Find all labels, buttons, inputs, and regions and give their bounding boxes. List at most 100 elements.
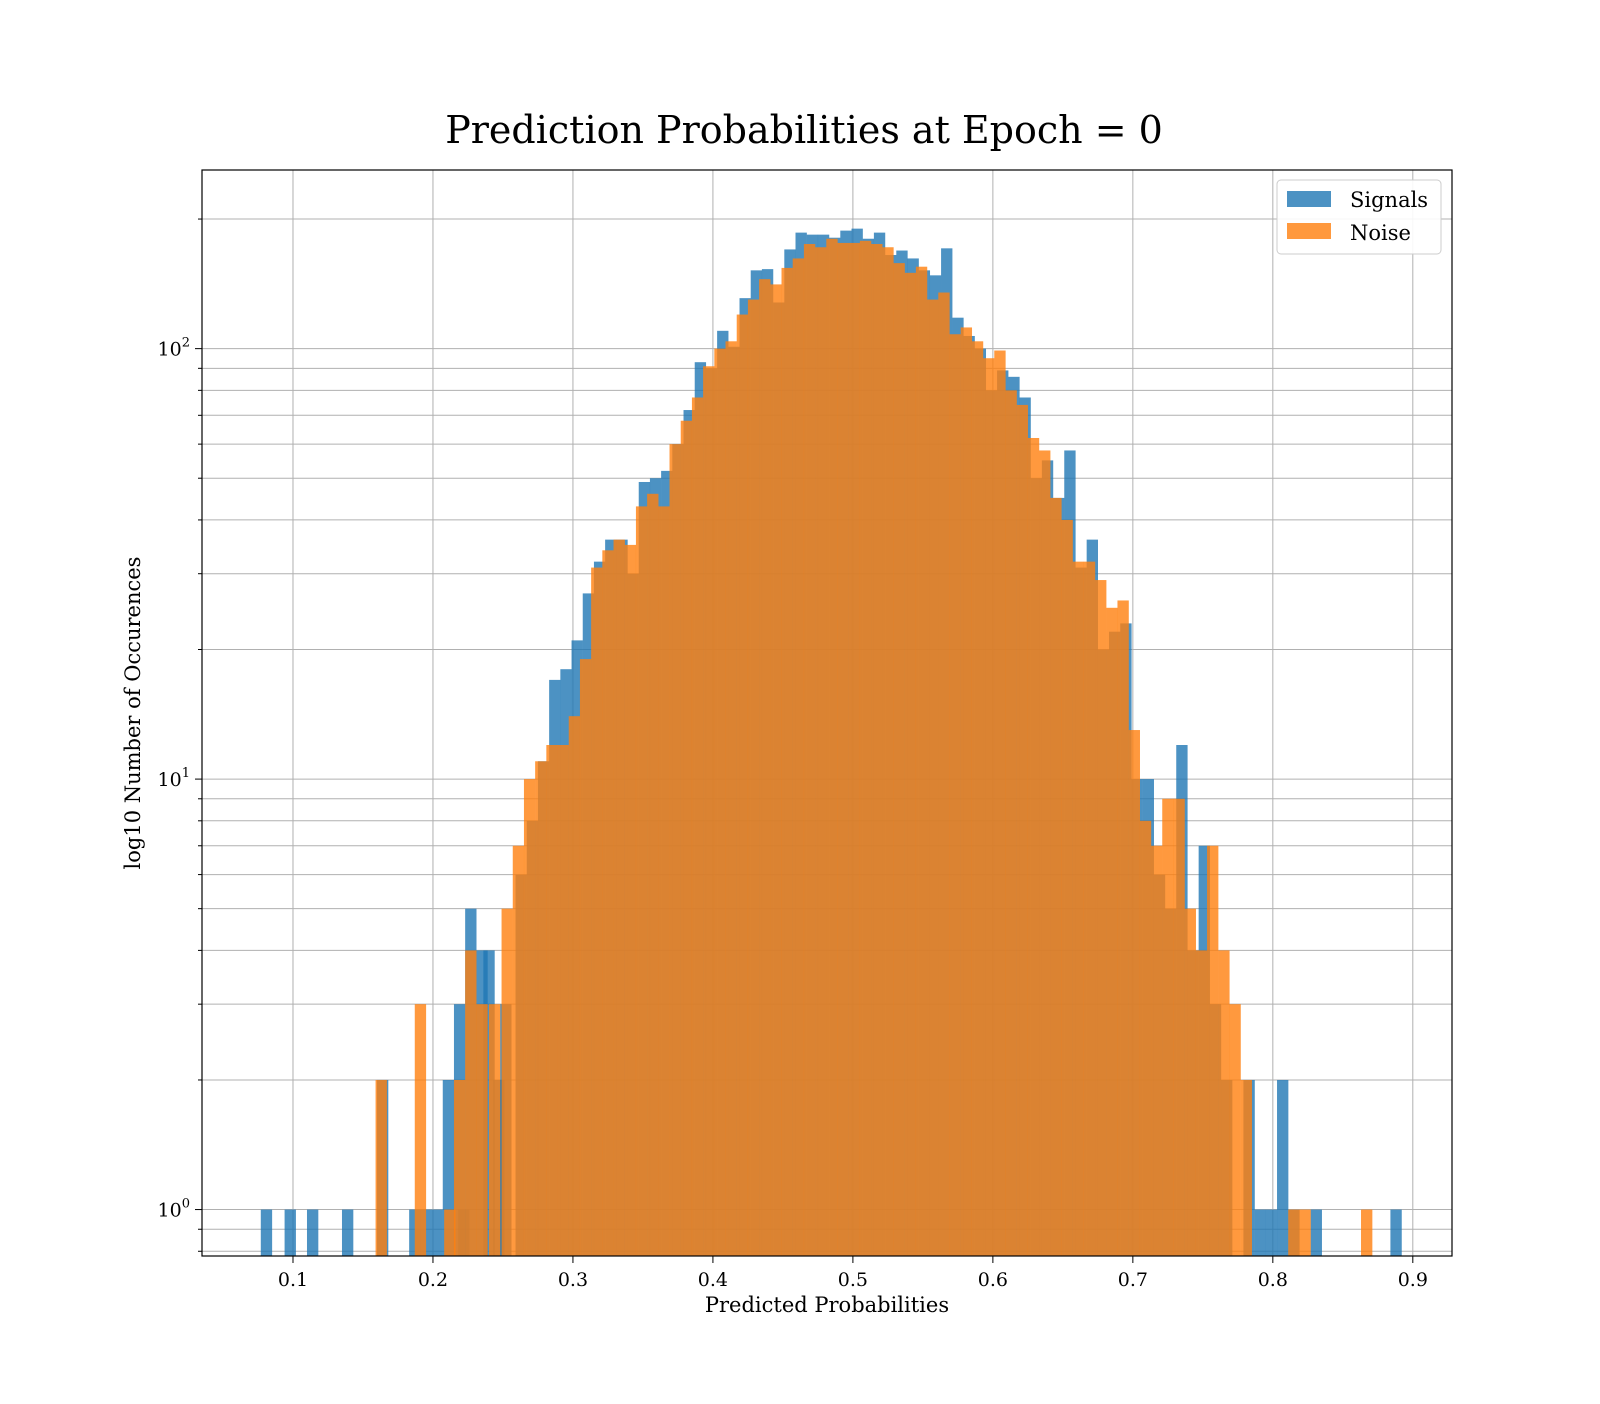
bar-noise [803, 244, 816, 1257]
bar-noise [915, 266, 928, 1256]
bar-noise [1229, 1004, 1241, 1256]
bar-noise [1139, 820, 1152, 1256]
bar-noise [1195, 950, 1208, 1256]
x-tick-label: 0.4 [698, 1269, 728, 1291]
bar-noise [781, 267, 793, 1256]
bar-noise [691, 397, 704, 1256]
bar-noise [759, 279, 771, 1256]
bar-noise [453, 1079, 466, 1256]
bar-noise [1184, 908, 1196, 1256]
bar-noise [770, 284, 782, 1256]
bar-noise [714, 348, 726, 1256]
bar-noise [960, 327, 973, 1257]
bar-noise [848, 242, 861, 1256]
x-tick-label: 0.5 [838, 1269, 868, 1291]
bar-signals [306, 1209, 319, 1256]
bar-noise [826, 238, 838, 1256]
bar-noise [535, 761, 547, 1256]
bar-noise [579, 659, 592, 1256]
bar-noise [647, 493, 659, 1256]
bar-noise [1240, 1079, 1252, 1256]
bar-signals [260, 1209, 273, 1256]
bar-noise [1207, 845, 1219, 1256]
x-tick-label: 0.3 [558, 1269, 588, 1291]
legend: Signals Noise [1276, 179, 1442, 255]
bar-noise [703, 366, 715, 1257]
bar-noise [837, 242, 849, 1256]
bar-noise [904, 272, 917, 1256]
bar-signals [284, 1209, 296, 1256]
bar-noise [1072, 561, 1084, 1256]
x-tick-label: 0.9 [1398, 1269, 1428, 1291]
y-tick-label: 100 [158, 1197, 190, 1222]
bar-noise [546, 745, 558, 1256]
bar-noise [557, 745, 569, 1256]
bar-noise [1151, 845, 1163, 1256]
y-tick-label: 102 [158, 336, 190, 361]
bar-signals [1390, 1209, 1402, 1256]
bar-noise [1005, 390, 1017, 1256]
bar-noise [1162, 798, 1174, 1256]
bar-noise [971, 341, 984, 1257]
bar-noise [568, 716, 581, 1256]
bar-noise [375, 1079, 387, 1256]
bar-noise [747, 299, 760, 1257]
bar-noise [871, 244, 883, 1257]
bar-signals [1310, 1209, 1322, 1256]
bar-noise [501, 908, 513, 1256]
x-tick-label: 0.1 [278, 1269, 308, 1291]
bar-noise [1083, 561, 1096, 1256]
bar-noise [635, 506, 648, 1256]
x-tick-label: 0.7 [1118, 1269, 1148, 1291]
bar-noise [602, 550, 614, 1256]
bar-noise [444, 1209, 456, 1256]
y-tick-label: 101 [158, 766, 190, 791]
bar-noise [1173, 798, 1185, 1256]
bar-noise [1106, 607, 1118, 1256]
bar-noise [523, 779, 536, 1256]
bar-noise [1299, 1209, 1311, 1256]
bar-noise [938, 292, 950, 1256]
bar-noise [1050, 497, 1062, 1256]
bar-noise [859, 240, 872, 1256]
x-tick-label: 0.8 [1258, 1269, 1288, 1291]
bar-noise [736, 314, 749, 1256]
legend-label-noise: Noise [1350, 221, 1411, 245]
bar-noise [1061, 519, 1073, 1256]
bar-signals [431, 1209, 443, 1256]
legend-label-signals: Signals [1350, 188, 1428, 212]
bar-noise [476, 1004, 488, 1256]
bar-noise [1039, 450, 1051, 1257]
bar-noise [465, 950, 477, 1256]
bar-noise [613, 539, 625, 1256]
bar-noise [1117, 600, 1129, 1256]
bar-noise [680, 420, 693, 1256]
bar-noise [1095, 580, 1107, 1256]
bar-noise [512, 845, 525, 1256]
bar-noise [669, 444, 681, 1257]
bar-noise [983, 358, 995, 1256]
bar-noise [414, 1004, 427, 1256]
bar-noise [591, 567, 603, 1256]
bar-noise [882, 247, 894, 1257]
bar-noise [1288, 1209, 1300, 1256]
x-tick-label: 0.6 [978, 1269, 1008, 1291]
bar-noise [658, 506, 670, 1256]
bar-noise [792, 258, 805, 1256]
legend-swatch-signals [1287, 191, 1331, 207]
x-axis-label: Predicted Probabilities [705, 1293, 949, 1317]
bar-noise [1027, 437, 1040, 1256]
bar-noise [1361, 1209, 1373, 1256]
chart-title: Prediction Probabilities at Epoch = 0 [445, 108, 1163, 152]
x-tick-label: 0.2 [418, 1269, 448, 1291]
bar-noise [815, 247, 827, 1257]
bar-noise [1128, 730, 1140, 1256]
bar-noise [624, 544, 637, 1256]
bar-noise [1016, 404, 1029, 1256]
bar-noise [1218, 950, 1230, 1256]
bar-noise [725, 341, 737, 1257]
bar-signals [442, 1079, 455, 1256]
bar-noise [994, 350, 1006, 1257]
